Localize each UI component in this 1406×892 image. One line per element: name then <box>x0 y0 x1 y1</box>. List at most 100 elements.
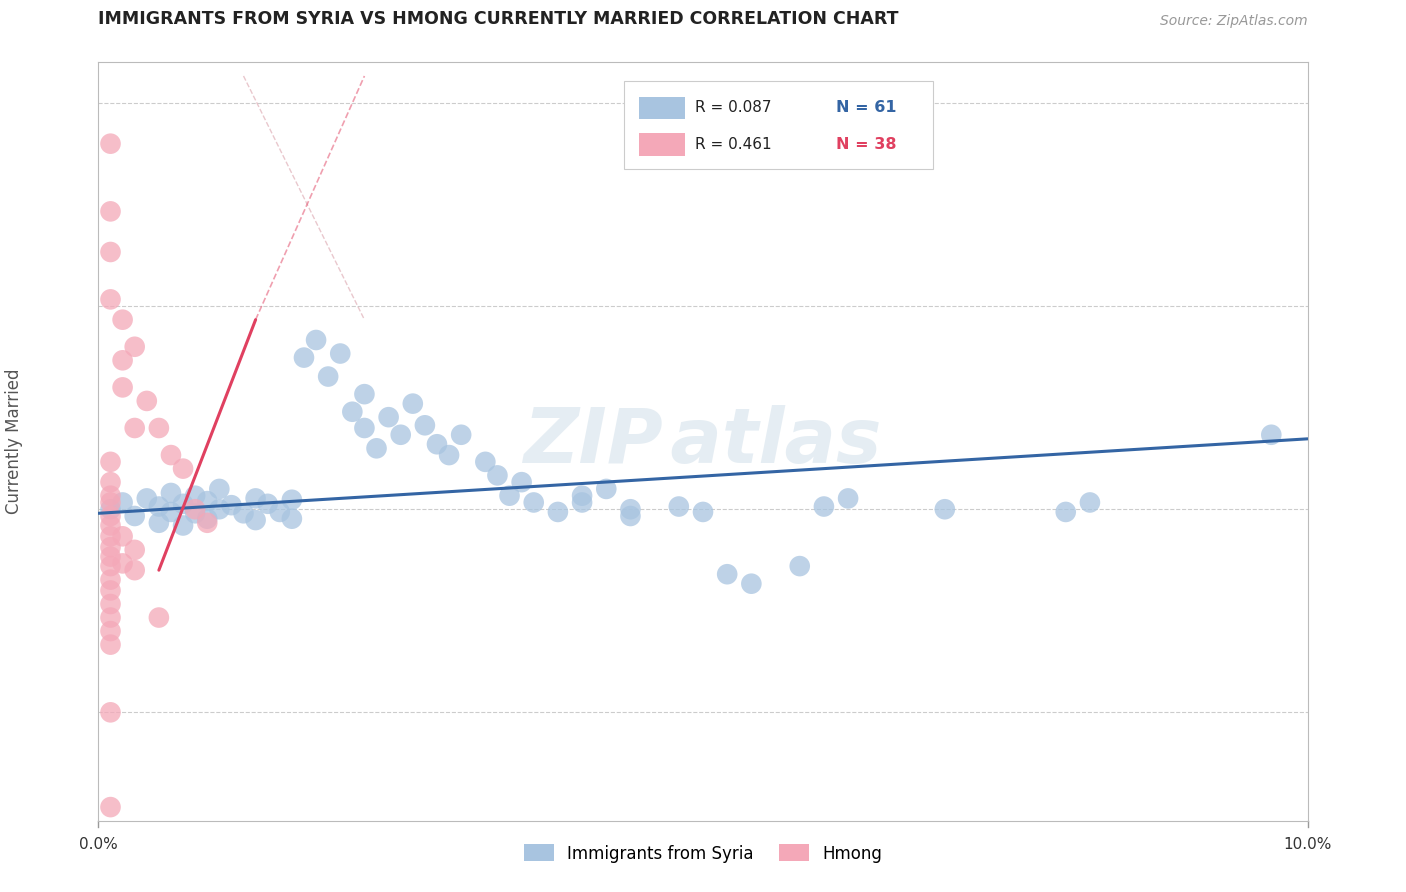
Point <box>172 461 194 475</box>
Point <box>100 204 122 219</box>
Point <box>135 393 157 408</box>
Point <box>100 529 122 543</box>
Point <box>124 563 146 577</box>
Point <box>450 427 472 442</box>
Point <box>353 421 375 435</box>
Point <box>571 489 593 503</box>
Point <box>342 405 364 419</box>
Point <box>195 512 218 526</box>
Point <box>111 495 134 509</box>
Point <box>100 489 122 503</box>
Point <box>124 421 146 435</box>
Point <box>389 427 412 442</box>
Bar <box>638 133 685 156</box>
Point <box>547 505 569 519</box>
Point <box>124 508 146 523</box>
Point <box>498 489 520 503</box>
Point <box>269 505 291 519</box>
Point <box>135 491 157 506</box>
Point <box>100 293 122 307</box>
Point <box>184 502 207 516</box>
Text: Currently Married: Currently Married <box>4 368 22 515</box>
Point <box>195 494 218 508</box>
Point <box>111 312 134 326</box>
Point <box>208 482 231 496</box>
Point <box>100 624 122 639</box>
Point <box>172 518 194 533</box>
Point <box>160 486 183 500</box>
Point <box>377 410 399 425</box>
Point <box>316 369 339 384</box>
Text: IMMIGRANTS FROM SYRIA VS HMONG CURRENTLY MARRIED CORRELATION CHART: IMMIGRANTS FROM SYRIA VS HMONG CURRENTLY… <box>98 11 898 29</box>
Point <box>208 502 231 516</box>
Text: 10.0%: 10.0% <box>1284 837 1331 852</box>
Point <box>486 468 509 483</box>
Text: ZIP atlas: ZIP atlas <box>524 405 882 478</box>
Point <box>100 800 122 814</box>
Point <box>837 491 859 506</box>
FancyBboxPatch shape <box>624 81 932 169</box>
Point <box>281 512 304 526</box>
Text: Source: ZipAtlas.com: Source: ZipAtlas.com <box>1160 14 1308 29</box>
Point <box>100 502 122 516</box>
Point <box>195 516 218 530</box>
Point <box>1054 505 1077 519</box>
Point <box>100 549 122 564</box>
Point <box>100 573 122 587</box>
Point <box>1260 427 1282 442</box>
Legend: Immigrants from Syria, Hmong: Immigrants from Syria, Hmong <box>517 838 889 869</box>
Point <box>100 638 122 652</box>
Point <box>366 442 388 456</box>
Text: N = 38: N = 38 <box>837 136 897 152</box>
Point <box>100 245 122 260</box>
Point <box>668 500 690 514</box>
Text: R = 0.461: R = 0.461 <box>695 136 770 152</box>
Point <box>619 502 641 516</box>
Point <box>100 706 122 720</box>
Point <box>100 475 122 490</box>
Text: R = 0.087: R = 0.087 <box>695 101 770 115</box>
Point <box>111 529 134 543</box>
Point <box>510 475 533 490</box>
Point <box>281 492 304 507</box>
Point <box>148 500 170 514</box>
Text: N = 61: N = 61 <box>837 101 897 115</box>
Point <box>437 448 460 462</box>
Point <box>402 397 425 411</box>
Point <box>692 505 714 519</box>
Point <box>124 542 146 557</box>
Point <box>148 516 170 530</box>
Point <box>245 491 267 506</box>
Point <box>292 351 315 365</box>
Point <box>160 448 183 462</box>
Point <box>619 508 641 523</box>
Point <box>111 557 134 571</box>
Point <box>124 340 146 354</box>
Point <box>245 513 267 527</box>
Point <box>100 518 122 533</box>
Point <box>100 455 122 469</box>
Bar <box>638 96 685 120</box>
Point <box>595 482 617 496</box>
Point <box>934 502 956 516</box>
Point <box>100 559 122 574</box>
Point <box>740 576 762 591</box>
Point <box>184 506 207 520</box>
Point <box>813 500 835 514</box>
Point <box>100 495 122 509</box>
Point <box>100 136 122 151</box>
Point <box>100 610 122 624</box>
Point <box>111 380 134 394</box>
Point <box>413 418 436 433</box>
Point <box>100 597 122 611</box>
Point <box>523 495 546 509</box>
Point <box>184 489 207 503</box>
Point <box>100 508 122 523</box>
Point <box>232 506 254 520</box>
Point <box>789 559 811 574</box>
Point <box>256 497 278 511</box>
Point <box>474 455 496 469</box>
Point <box>100 583 122 598</box>
Point <box>305 333 328 347</box>
Point <box>353 387 375 401</box>
